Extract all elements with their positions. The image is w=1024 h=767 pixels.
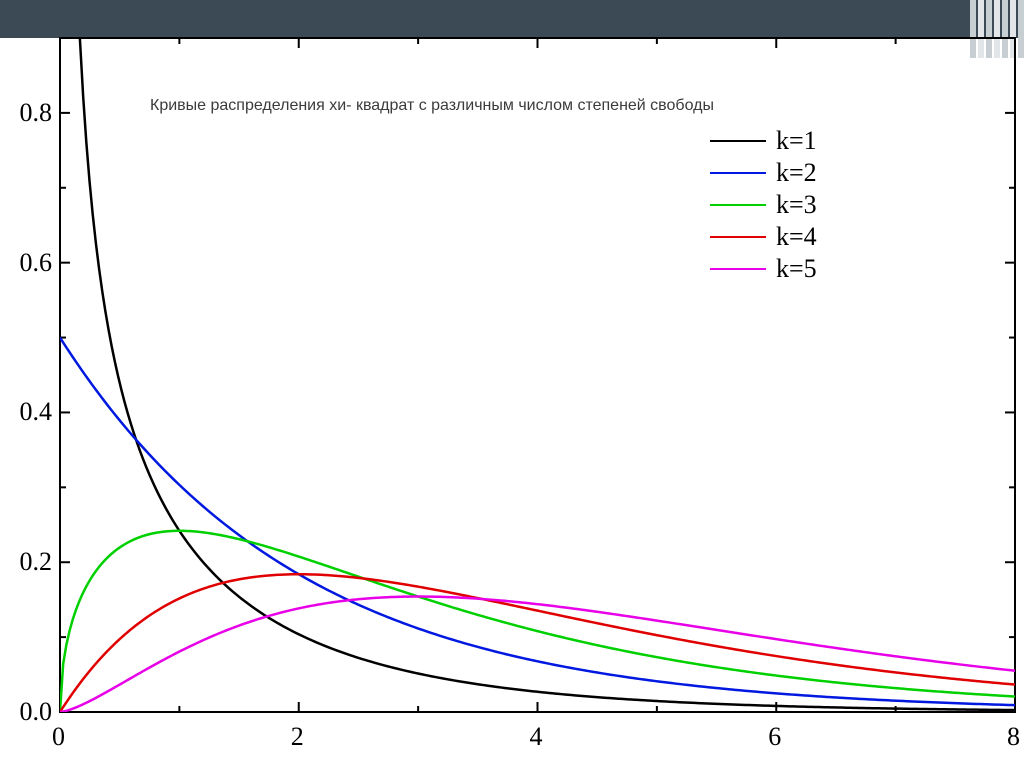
legend-row: k=5 [710, 253, 817, 285]
legend-row: k=4 [710, 221, 817, 253]
legend-label: k=3 [776, 190, 817, 220]
series-k=2 [60, 338, 1015, 706]
legend-label: k=4 [776, 222, 817, 252]
series-k=5 [60, 597, 1015, 712]
x-tick-label: 8 [1007, 722, 1020, 752]
y-tick-label: 0.2 [20, 547, 53, 577]
legend-label: k=1 [776, 126, 817, 156]
chi-square-chart [0, 0, 1024, 767]
legend-row: k=2 [710, 157, 817, 189]
x-tick-label: 4 [530, 722, 543, 752]
x-tick-label: 2 [291, 722, 304, 752]
legend-label: k=2 [776, 158, 817, 188]
y-tick-label: 0.0 [20, 697, 53, 727]
y-tick-label: 0.4 [20, 397, 53, 427]
legend-row: k=1 [710, 125, 817, 157]
legend-swatch [710, 172, 766, 174]
legend-swatch [710, 204, 766, 206]
legend-swatch [710, 236, 766, 238]
legend-swatch [710, 268, 766, 270]
x-tick-label: 0 [52, 722, 65, 752]
legend-swatch [710, 140, 766, 142]
legend-label: k=5 [776, 254, 817, 284]
x-tick-label: 6 [768, 722, 781, 752]
legend: k=1k=2k=3k=4k=5 [710, 125, 817, 285]
y-tick-label: 0.8 [20, 98, 53, 128]
legend-row: k=3 [710, 189, 817, 221]
y-tick-label: 0.6 [20, 248, 53, 278]
series-k=3 [60, 531, 1015, 712]
